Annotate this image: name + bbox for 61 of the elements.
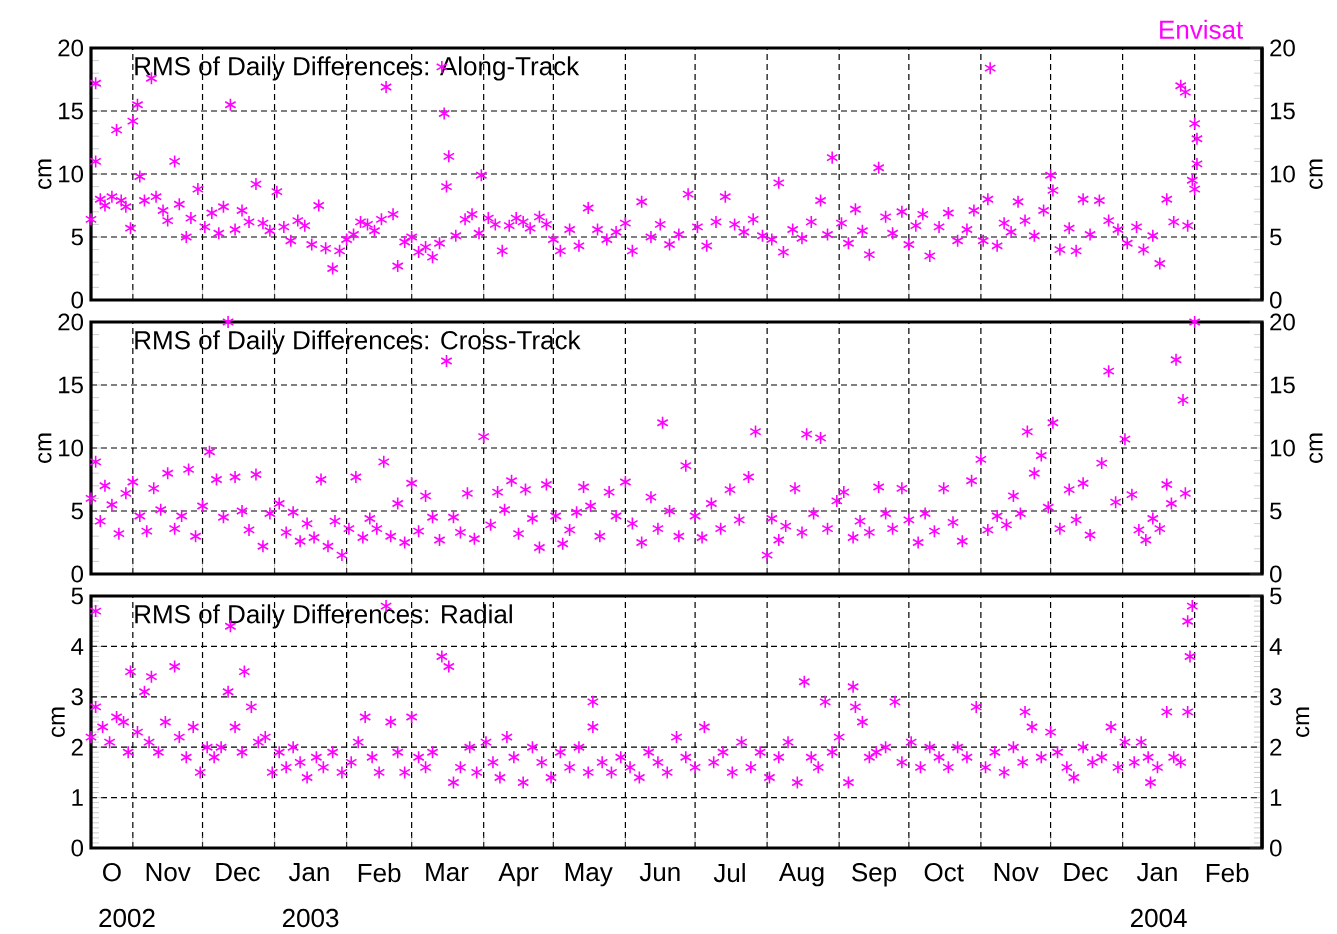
x-tick-label: Feb — [1206, 863, 1249, 883]
x-tick-label: O — [103, 863, 121, 882]
x-tick-label: Jun — [639, 863, 680, 882]
y2-tick-label: 0 — [1270, 839, 1282, 857]
y-tick-label: 0 — [71, 565, 84, 583]
y2-axis-title: cm — [1309, 433, 1323, 463]
x-tick-label: May — [565, 863, 613, 887]
y-tick-label: 20 — [58, 313, 84, 331]
y2-tick-label: 5 — [1270, 502, 1282, 520]
y2-tick-label: 2 — [1270, 738, 1282, 756]
y2-tick-label: 20 — [1270, 39, 1295, 57]
y2-tick-label: 0 — [1270, 565, 1282, 583]
y2-tick-label: 5 — [1270, 228, 1282, 246]
y-tick-label: 3 — [71, 688, 83, 706]
y-axis-title: cm — [38, 433, 52, 463]
y-axis-title: cm — [38, 159, 52, 189]
y2-tick-label: 20 — [1270, 313, 1295, 331]
x-tick-label: Jan — [288, 863, 329, 882]
y-tick-label: 10 — [59, 439, 84, 457]
y2-tick-label: 15 — [1270, 102, 1295, 120]
text: 2002 — [99, 908, 155, 928]
x-tick-label: Dec — [216, 863, 260, 882]
y-tick-label: 15 — [59, 102, 83, 120]
x-tick-label: Nov — [994, 863, 1039, 882]
y-axis-title: cm — [51, 707, 65, 737]
x-tick-label: Dec — [1064, 863, 1108, 882]
y-tick-label: 5 — [71, 587, 83, 605]
y-tick-label: 2 — [71, 738, 83, 756]
chart-title: RMS of Daily Differences: Cross-Track — [135, 330, 581, 355]
x-tick-label: Jul — [713, 863, 745, 883]
y-tick-label: 0 — [71, 839, 84, 857]
y-tick-label: 15 — [59, 376, 83, 394]
y-tick-label: 20 — [58, 39, 84, 57]
y2-tick-label: 4 — [1269, 638, 1282, 655]
y-tick-label: 10 — [59, 165, 84, 183]
chart-title: RMS of Daily Differences: Radial — [135, 604, 512, 629]
y-tick-label: 4 — [71, 638, 84, 655]
y-tick-label: 1 — [72, 789, 83, 806]
x-tick-label: Sep — [852, 863, 897, 887]
text: Envisat — [1160, 19, 1244, 39]
text: 2003 — [282, 908, 339, 928]
y-tick-label: 0 — [71, 291, 84, 309]
y-tick-label: 5 — [71, 228, 83, 246]
x-tick-label: Oct — [924, 863, 964, 882]
y2-tick-label: 3 — [1270, 688, 1282, 706]
x-tick-label: Feb — [358, 863, 401, 883]
y-tick-label: 5 — [71, 502, 83, 520]
x-tick-label: Apr — [498, 863, 539, 887]
x-tick-label: Mar — [426, 863, 469, 882]
y2-tick-label: 15 — [1270, 376, 1295, 394]
y2-tick-label: 5 — [1270, 587, 1282, 605]
y2-tick-label: 1 — [1270, 789, 1282, 806]
y2-tick-label: 10 — [1270, 165, 1295, 183]
x-tick-label: Jan — [1136, 863, 1177, 882]
y2-tick-label: 10 — [1270, 439, 1295, 457]
y2-tick-label: 0 — [1270, 291, 1282, 309]
text: 2004 — [1131, 908, 1187, 928]
x-tick-label: Nov — [146, 863, 191, 882]
x-tick-label: Aug — [778, 863, 824, 887]
y2-axis-title: cm — [1296, 707, 1310, 737]
y2-axis-title: cm — [1309, 159, 1323, 189]
